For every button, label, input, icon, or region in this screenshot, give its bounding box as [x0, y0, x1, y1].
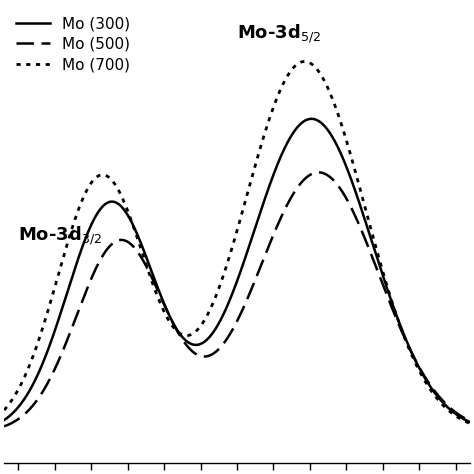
Text: Mo-3d$_{5/2}$: Mo-3d$_{5/2}$: [237, 23, 321, 45]
Legend: Mo (300), Mo (500), Mo (700): Mo (300), Mo (500), Mo (700): [17, 17, 130, 72]
Text: Mo-3d$_{3/2}$: Mo-3d$_{3/2}$: [18, 224, 102, 247]
